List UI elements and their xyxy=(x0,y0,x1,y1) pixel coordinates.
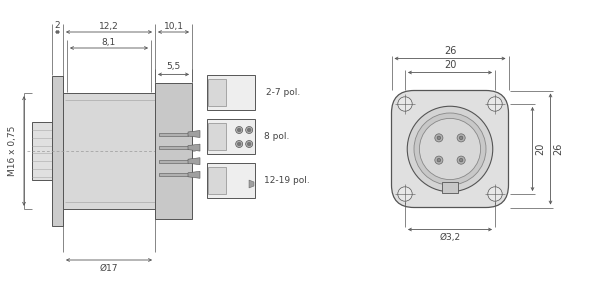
FancyBboxPatch shape xyxy=(392,91,509,207)
Circle shape xyxy=(235,140,242,147)
Circle shape xyxy=(460,136,463,140)
Circle shape xyxy=(407,106,493,192)
Text: 10,1: 10,1 xyxy=(163,21,183,31)
Bar xyxy=(207,163,255,198)
Text: 8,1: 8,1 xyxy=(102,37,116,47)
Circle shape xyxy=(238,128,241,131)
Bar xyxy=(159,146,188,149)
Circle shape xyxy=(238,143,241,146)
Circle shape xyxy=(414,113,486,185)
Bar xyxy=(155,83,192,219)
Circle shape xyxy=(248,143,251,146)
Circle shape xyxy=(457,156,465,164)
Bar xyxy=(32,122,52,180)
Text: 26: 26 xyxy=(553,143,563,155)
Circle shape xyxy=(460,158,463,162)
Circle shape xyxy=(235,127,242,133)
Circle shape xyxy=(398,187,412,201)
Circle shape xyxy=(398,97,412,111)
Bar xyxy=(207,119,255,154)
Text: 20: 20 xyxy=(536,143,546,155)
Bar xyxy=(208,79,226,106)
Bar xyxy=(63,93,155,209)
Circle shape xyxy=(248,128,251,131)
Circle shape xyxy=(488,187,502,201)
Text: Ø3,2: Ø3,2 xyxy=(440,233,461,242)
Circle shape xyxy=(435,134,443,142)
Polygon shape xyxy=(249,180,254,188)
Bar xyxy=(208,167,226,194)
Text: 20: 20 xyxy=(444,60,456,70)
Text: 26: 26 xyxy=(444,47,456,56)
Polygon shape xyxy=(188,158,200,165)
Text: 2-7 pol.: 2-7 pol. xyxy=(266,88,300,97)
Circle shape xyxy=(245,140,253,147)
Bar xyxy=(159,133,188,136)
Text: 2: 2 xyxy=(55,21,60,31)
Bar xyxy=(442,182,458,193)
Polygon shape xyxy=(188,130,200,137)
Bar xyxy=(208,123,226,150)
Circle shape xyxy=(457,134,465,142)
Polygon shape xyxy=(188,144,200,151)
Circle shape xyxy=(488,97,502,111)
Bar xyxy=(159,173,188,176)
Text: Ø17: Ø17 xyxy=(100,264,118,272)
Text: 5,5: 5,5 xyxy=(166,62,181,71)
Circle shape xyxy=(437,136,441,140)
Circle shape xyxy=(419,118,481,180)
Circle shape xyxy=(245,127,253,133)
Circle shape xyxy=(437,158,441,162)
Circle shape xyxy=(435,156,443,164)
Text: M16 x 0,75: M16 x 0,75 xyxy=(8,126,18,176)
Bar xyxy=(159,160,188,163)
Text: 12-19 pol.: 12-19 pol. xyxy=(264,176,310,185)
Text: 12,2: 12,2 xyxy=(99,21,119,31)
Polygon shape xyxy=(188,171,200,178)
Bar xyxy=(52,76,63,226)
Bar xyxy=(207,75,255,110)
Text: 8 pol.: 8 pol. xyxy=(264,132,290,141)
